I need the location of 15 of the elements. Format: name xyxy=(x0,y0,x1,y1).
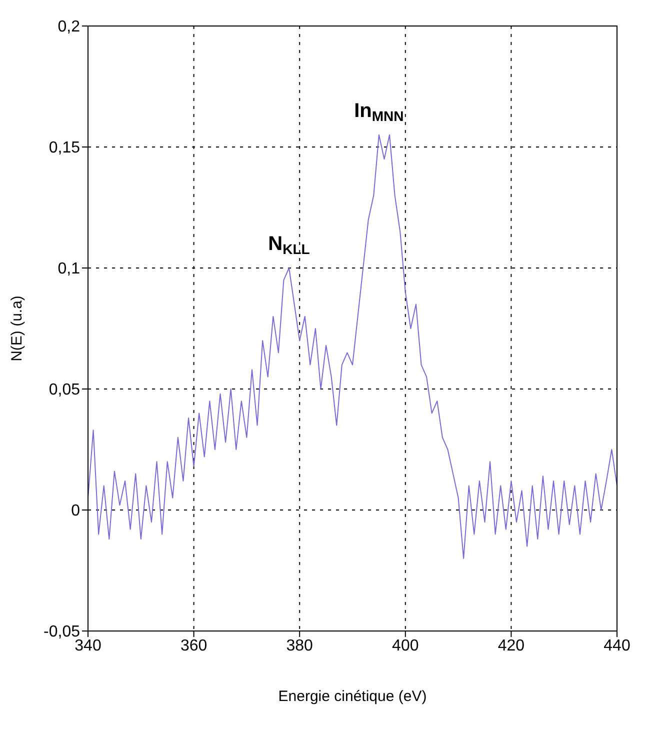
x-tick-label: 440 xyxy=(604,637,630,654)
annotation: N$_{KLL}$ xyxy=(268,233,310,258)
y-tick-label: 0,1 xyxy=(58,260,80,278)
x-axis-title: Energie cinétique (eV) xyxy=(278,688,427,705)
y-tick-label: 0,2 xyxy=(58,18,80,36)
y-tick-label: 0,05 xyxy=(48,382,80,399)
line-series xyxy=(88,134,617,559)
y-tick-label: 0 xyxy=(71,502,80,520)
y-tick-label: 0,15 xyxy=(48,140,80,157)
x-tick-label: 400 xyxy=(392,637,419,654)
x-tick-label: 360 xyxy=(180,637,208,654)
y-axis-title: N(E) (u.a) xyxy=(8,296,26,362)
x-tick-label: 380 xyxy=(286,637,314,654)
x-tick-label: 420 xyxy=(498,637,525,654)
annotation: In$_{MNN}$ xyxy=(354,100,404,124)
